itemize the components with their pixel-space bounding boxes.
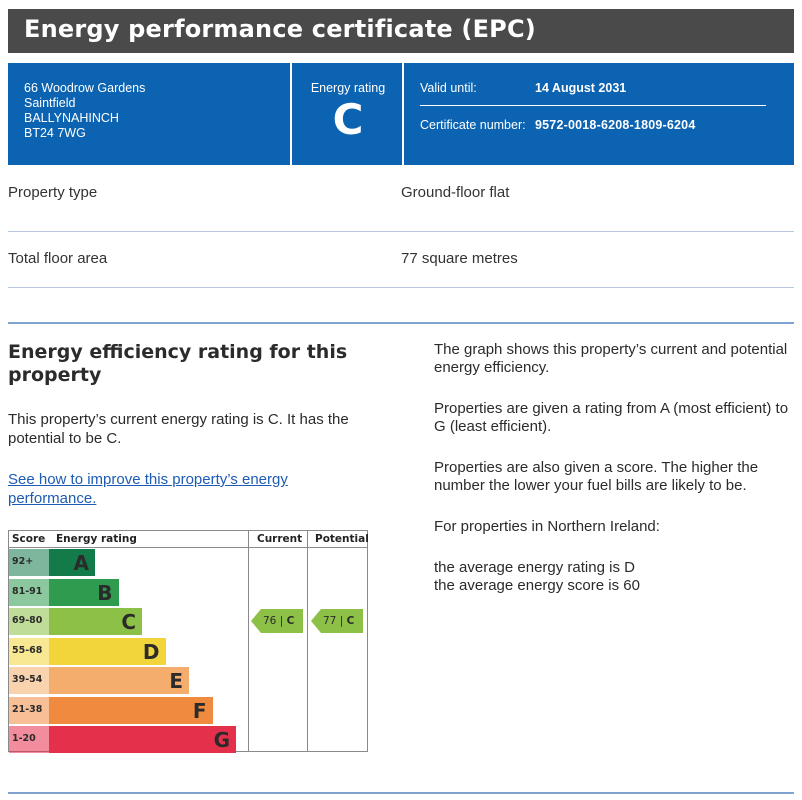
rating-band-b: B 81-91 (9, 578, 249, 606)
chart-header-rule (9, 547, 367, 548)
band-score: 1-20 (12, 733, 36, 744)
valid-until-value: 14 August 2031 (535, 81, 627, 95)
band-bar: E (49, 667, 189, 694)
property-type-value: Ground-floor flat (401, 184, 510, 201)
average-rating: the average energy rating is D (434, 559, 635, 576)
floor-area-value: 77 square metres (401, 250, 518, 267)
explanation-paragraph: For properties in Northern Ireland: (434, 518, 660, 535)
rating-band-g: G 1-20 (9, 725, 249, 753)
band-score: 21-38 (12, 703, 43, 715)
band-score: 39-54 (12, 674, 43, 685)
band-score-cell (9, 726, 49, 753)
summary-band: 66 Woodrow Gardens Saintfield BALLYNAHIN… (8, 63, 794, 165)
property-type-row: Property type Ground-floor flat (8, 166, 794, 232)
band-score: 69-80 (12, 615, 43, 626)
rating-band-d: D 55-68 (9, 637, 249, 665)
section-divider (8, 322, 794, 324)
band-letter: F (192, 698, 207, 723)
band-bar: B (49, 578, 119, 606)
current-rating-text: This property’s current energy rating is… (8, 411, 349, 447)
band-score-cell (9, 608, 49, 635)
section-divider (8, 792, 794, 794)
floor-area-label: Total floor area (8, 250, 108, 267)
page-title: Energy performance certificate (EPC) (8, 9, 794, 53)
band-bar: C (49, 608, 142, 635)
address-line: BALLYNAHINCH (24, 111, 119, 125)
rating-band-a: A 92+ (9, 548, 249, 576)
current-rating-arrow: 76 | C (251, 609, 303, 633)
potential-rating-arrow: 77 | C (311, 609, 363, 633)
band-divider (402, 63, 404, 165)
band-letter: E (169, 669, 183, 693)
rating-explanation: The graph shows this property’s current … (434, 341, 800, 595)
potential-header: Potential (315, 533, 369, 545)
explanation-paragraph: Properties are also given a score. The h… (434, 459, 759, 494)
efficiency-heading: Energy efficiency rating for this proper… (8, 341, 348, 386)
band-letter: G (213, 728, 230, 752)
explanation-paragraph: The graph shows this property’s current … (434, 341, 788, 376)
certificate-number-value: 9572-0018-6208-1809-6204 (535, 118, 696, 132)
details-divider (420, 105, 766, 106)
band-letter: C (121, 610, 136, 634)
energy-rating-letter: C (332, 95, 364, 144)
address-line: BT24 7WG (24, 126, 86, 140)
energy-rating-header: Energy rating (56, 533, 137, 545)
band-bar: F (49, 696, 213, 724)
current-rating-arrow-score: 76 (263, 615, 277, 627)
band-divider (290, 63, 292, 165)
band-score: 81-91 (12, 585, 43, 597)
address-line: 66 Woodrow Gardens (24, 81, 146, 95)
energy-rating-label: Energy rating (310, 81, 386, 95)
rating-band-f: F 21-38 (9, 696, 249, 724)
band-score-cell (9, 667, 49, 694)
property-address: 66 Woodrow Gardens Saintfield BALLYNAHIN… (24, 81, 145, 141)
certificate-number-label: Certificate number: (420, 118, 526, 132)
address-line: Saintfield (24, 96, 76, 110)
band-bar: G (49, 726, 236, 753)
floor-area-row: Total floor area 77 square metres (8, 232, 794, 288)
band-bar: A (49, 549, 95, 576)
property-type-label: Property type (8, 184, 98, 201)
energy-rating-box: Energy rating C (292, 63, 404, 165)
valid-until-label: Valid until: (420, 81, 477, 95)
potential-rating-arrow-letter: C (346, 615, 355, 627)
band-letter: B (97, 580, 113, 605)
rating-band-e: E 39-54 (9, 666, 249, 694)
energy-rating-chart: Score Energy rating Current Potential A 9… (8, 530, 369, 753)
band-score-cell (9, 549, 49, 576)
score-header: Score (12, 533, 46, 545)
band-score-cell (9, 637, 49, 665)
average-score: the average energy score is 60 (434, 577, 640, 594)
certificate-details: Valid until: 14 August 2031 Certificate … (420, 81, 766, 132)
band-letter: D (142, 639, 160, 664)
band-score: 92+ (12, 556, 34, 567)
band-bar: D (49, 637, 166, 665)
rating-band-c: C 69-80 (9, 607, 249, 635)
potential-rating-arrow-score: 77 (323, 615, 337, 627)
chart-divider (248, 531, 249, 751)
band-score-cell (9, 578, 49, 606)
chart-divider (307, 531, 308, 751)
band-score-cell (9, 696, 49, 724)
band-score: 55-68 (12, 644, 43, 656)
band-letter: A (73, 551, 89, 575)
explanation-paragraph: Properties are given a rating from A (mo… (434, 400, 789, 435)
averages: the average energy rating is D the avera… (434, 559, 800, 595)
current-rating-arrow-letter: C (286, 615, 295, 627)
current-header: Current (257, 533, 303, 545)
improve-performance-link[interactable]: See how to improve this property’s energ… (8, 471, 288, 507)
